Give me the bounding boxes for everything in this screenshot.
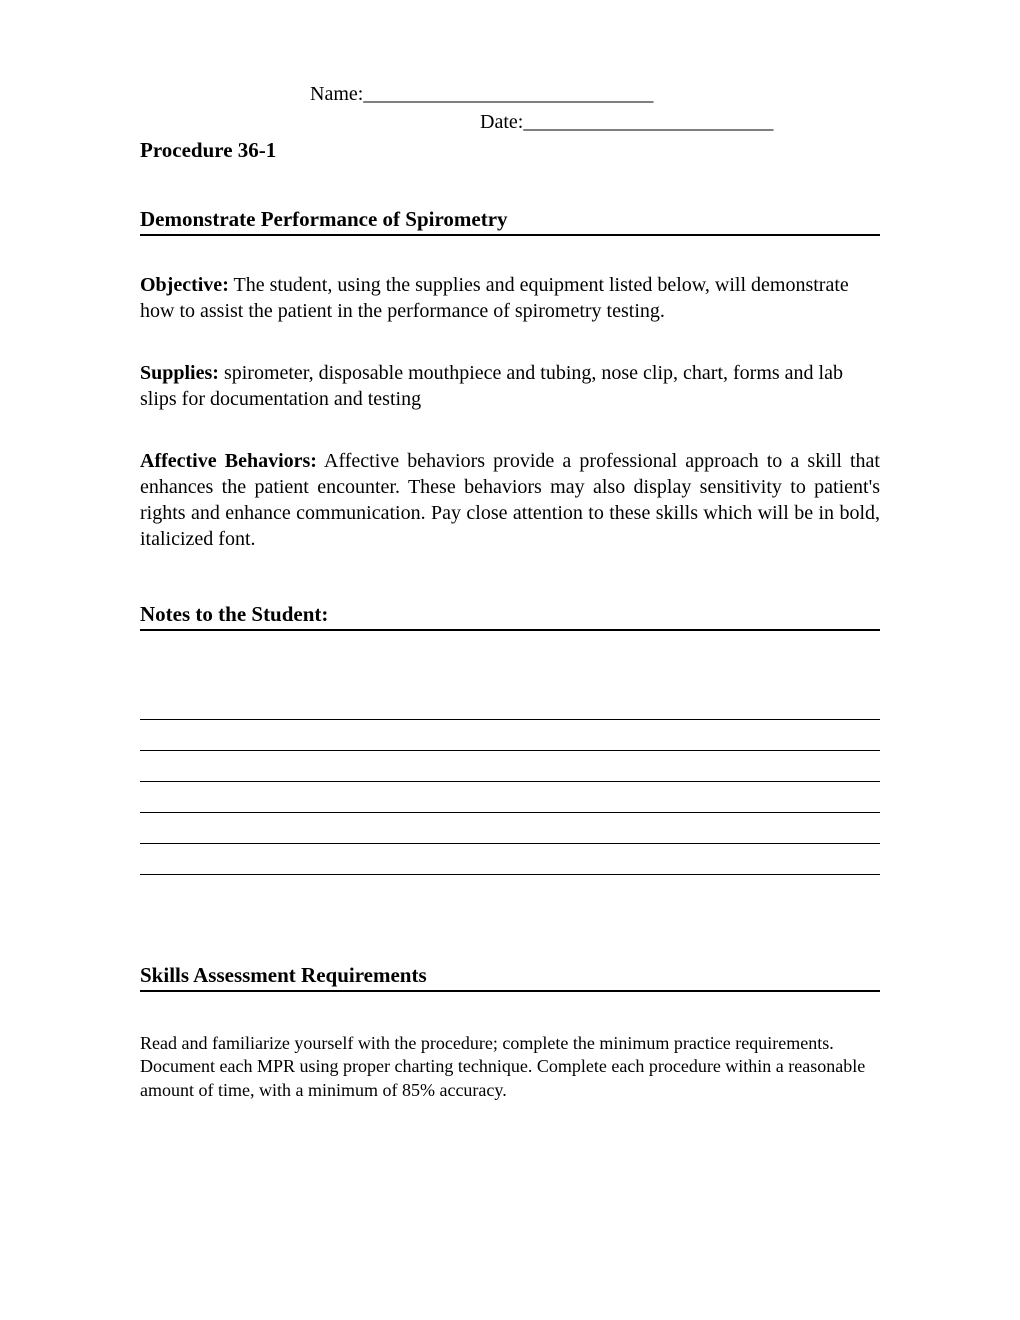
- affective-paragraph: Affective Behaviors: Affective behaviors…: [140, 448, 880, 552]
- page-container: Name:_____________________________ Date:…: [0, 0, 1020, 1320]
- blank-line[interactable]: [140, 813, 880, 844]
- name-blank-line[interactable]: _____________________________: [363, 83, 653, 105]
- date-label: Date:: [480, 111, 523, 133]
- supplies-paragraph: Supplies: spirometer, disposable mouthpi…: [140, 360, 880, 412]
- title-heading: Demonstrate Performance of Spirometry: [140, 207, 880, 236]
- blank-line[interactable]: [140, 720, 880, 751]
- objective-text: The student, using the supplies and equi…: [140, 274, 849, 322]
- blank-line[interactable]: [140, 689, 880, 720]
- supplies-text: spirometer, disposable mouthpiece and tu…: [140, 362, 843, 410]
- date-field-row: Date:_________________________: [140, 108, 880, 136]
- skills-body: Read and familiarize yourself with the p…: [140, 1032, 880, 1102]
- blank-line[interactable]: [140, 844, 880, 875]
- date-blank-line[interactable]: _________________________: [523, 111, 773, 133]
- skills-heading: Skills Assessment Requirements: [140, 963, 880, 992]
- header-fields: Name:_____________________________ Date:…: [140, 80, 880, 136]
- name-field-row: Name:_____________________________: [140, 80, 880, 108]
- supplies-label: Supplies:: [140, 362, 219, 384]
- blank-line[interactable]: [140, 782, 880, 813]
- affective-label: Affective Behaviors:: [140, 450, 317, 472]
- notes-blank-lines: [140, 689, 880, 875]
- blank-line[interactable]: [140, 751, 880, 782]
- procedure-number: Procedure 36-1: [140, 138, 880, 163]
- objective-label: Objective:: [140, 274, 229, 296]
- notes-heading: Notes to the Student:: [140, 602, 880, 631]
- objective-paragraph: Objective: The student, using the suppli…: [140, 272, 880, 324]
- name-label: Name:: [310, 83, 363, 105]
